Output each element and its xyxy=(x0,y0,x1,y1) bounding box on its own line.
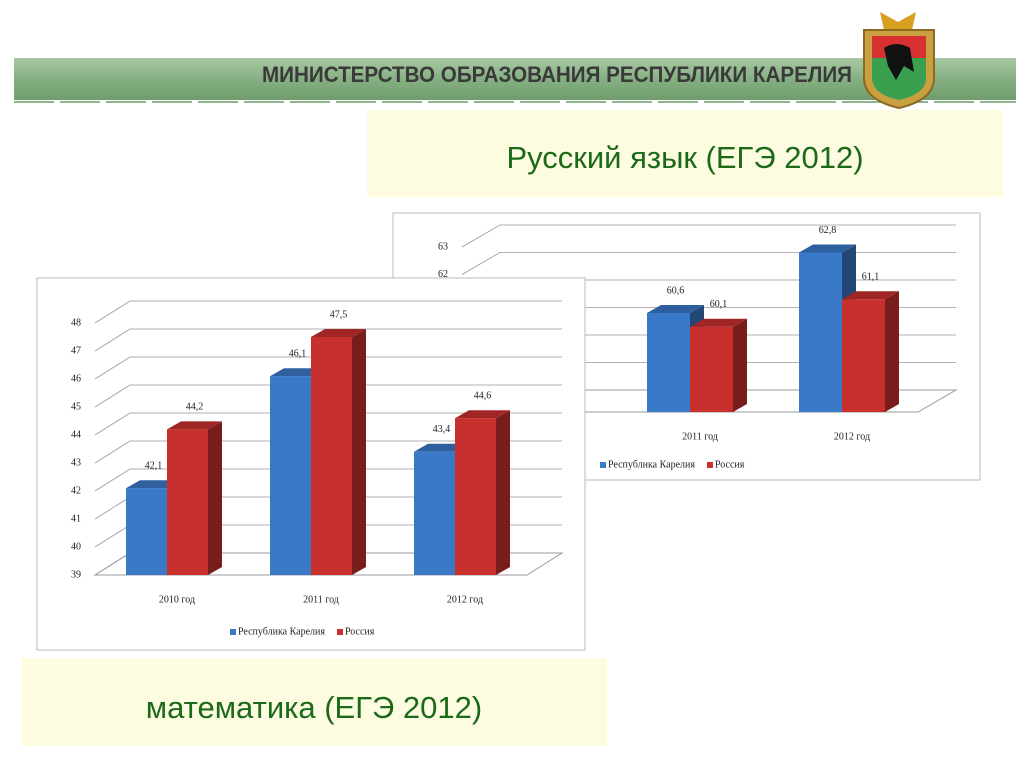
y-tick-label: 63 xyxy=(438,241,448,252)
y-tick-label: 48 xyxy=(71,317,81,328)
bar xyxy=(167,429,208,575)
grid-line xyxy=(94,328,562,352)
y-tick-label: 47 xyxy=(71,345,81,356)
bar-top xyxy=(799,244,856,253)
caption-box xyxy=(367,110,1003,197)
bar-top xyxy=(455,410,510,419)
header-title: МИНИСТЕРСТВО ОБРАЗОВАНИЯ РЕСПУБЛИКИ КАРЕ… xyxy=(262,62,852,87)
bar-side xyxy=(885,291,899,412)
y-tick-label: 46 xyxy=(71,373,81,384)
value-label: 60,6 xyxy=(667,285,685,296)
legend-swatch xyxy=(230,629,236,635)
bar-top xyxy=(647,305,704,313)
bar xyxy=(799,252,842,412)
legend-swatch xyxy=(706,462,713,468)
x-tick-label: 2011 год xyxy=(682,431,718,442)
value-label: 61,1 xyxy=(862,272,880,283)
y-tick-label: 42 xyxy=(71,485,81,496)
value-label: 42,1 xyxy=(145,460,163,471)
header-band xyxy=(14,58,1016,100)
x-tick-label: 2010 год xyxy=(159,594,195,605)
bar-side xyxy=(733,318,747,412)
legend-label: Республика Карелия xyxy=(608,459,695,470)
grid-line xyxy=(94,440,562,464)
caption: Русский язык (ЕГЭ 2012) xyxy=(506,140,863,175)
bar-top xyxy=(842,291,899,300)
legend-label: Россия xyxy=(715,459,745,470)
grid-line xyxy=(461,224,956,248)
bar-top xyxy=(311,329,366,337)
grid-line xyxy=(94,384,562,408)
x-tick-label: 2011 год xyxy=(303,594,339,605)
bar xyxy=(311,337,352,575)
bar xyxy=(842,299,885,412)
legend-swatch xyxy=(600,462,606,468)
legend-label: Россия xyxy=(345,626,375,637)
y-tick-label: 62 xyxy=(438,269,448,280)
bar xyxy=(690,326,733,412)
y-tick-label: 41 xyxy=(71,513,81,524)
bar xyxy=(455,418,496,575)
grid-line xyxy=(94,300,562,324)
chart: 39 40 41 42 43 44 45 46 47 48 2010 год 42,1 44,2 2011… xyxy=(36,277,586,651)
value-label: 62,8 xyxy=(819,225,837,236)
value-label: 60,1 xyxy=(710,299,728,310)
coat-of-arms xyxy=(863,12,935,110)
value-label: 43,4 xyxy=(433,424,451,435)
legend-swatch xyxy=(336,629,343,635)
y-tick-label: 44 xyxy=(71,429,81,440)
caption-box xyxy=(22,658,607,746)
x-tick-label: 2012 год xyxy=(834,431,870,442)
bar-side xyxy=(496,410,510,575)
y-tick-label: 40 xyxy=(71,541,81,552)
y-tick-label: 45 xyxy=(71,401,81,412)
legend-label: Республика Карелия xyxy=(238,626,325,637)
bar-top xyxy=(690,318,747,327)
bar xyxy=(414,451,455,575)
value-label: 44,2 xyxy=(186,402,204,413)
bar xyxy=(647,313,690,412)
caption: математика (ЕГЭ 2012) xyxy=(146,690,482,725)
x-tick-label: 2012 год xyxy=(447,594,483,605)
y-tick-label: 39 xyxy=(71,569,81,580)
grid-line xyxy=(94,412,562,436)
bar-side xyxy=(208,421,222,575)
value-label: 47,5 xyxy=(330,309,348,320)
value-label: 46,1 xyxy=(289,348,307,359)
bar-side xyxy=(352,329,366,575)
y-tick-label: 43 xyxy=(71,457,81,468)
grid-line xyxy=(94,356,562,380)
bar xyxy=(270,376,311,575)
bar xyxy=(126,488,167,575)
bar-top xyxy=(167,421,222,430)
value-label: 44,6 xyxy=(474,390,492,401)
